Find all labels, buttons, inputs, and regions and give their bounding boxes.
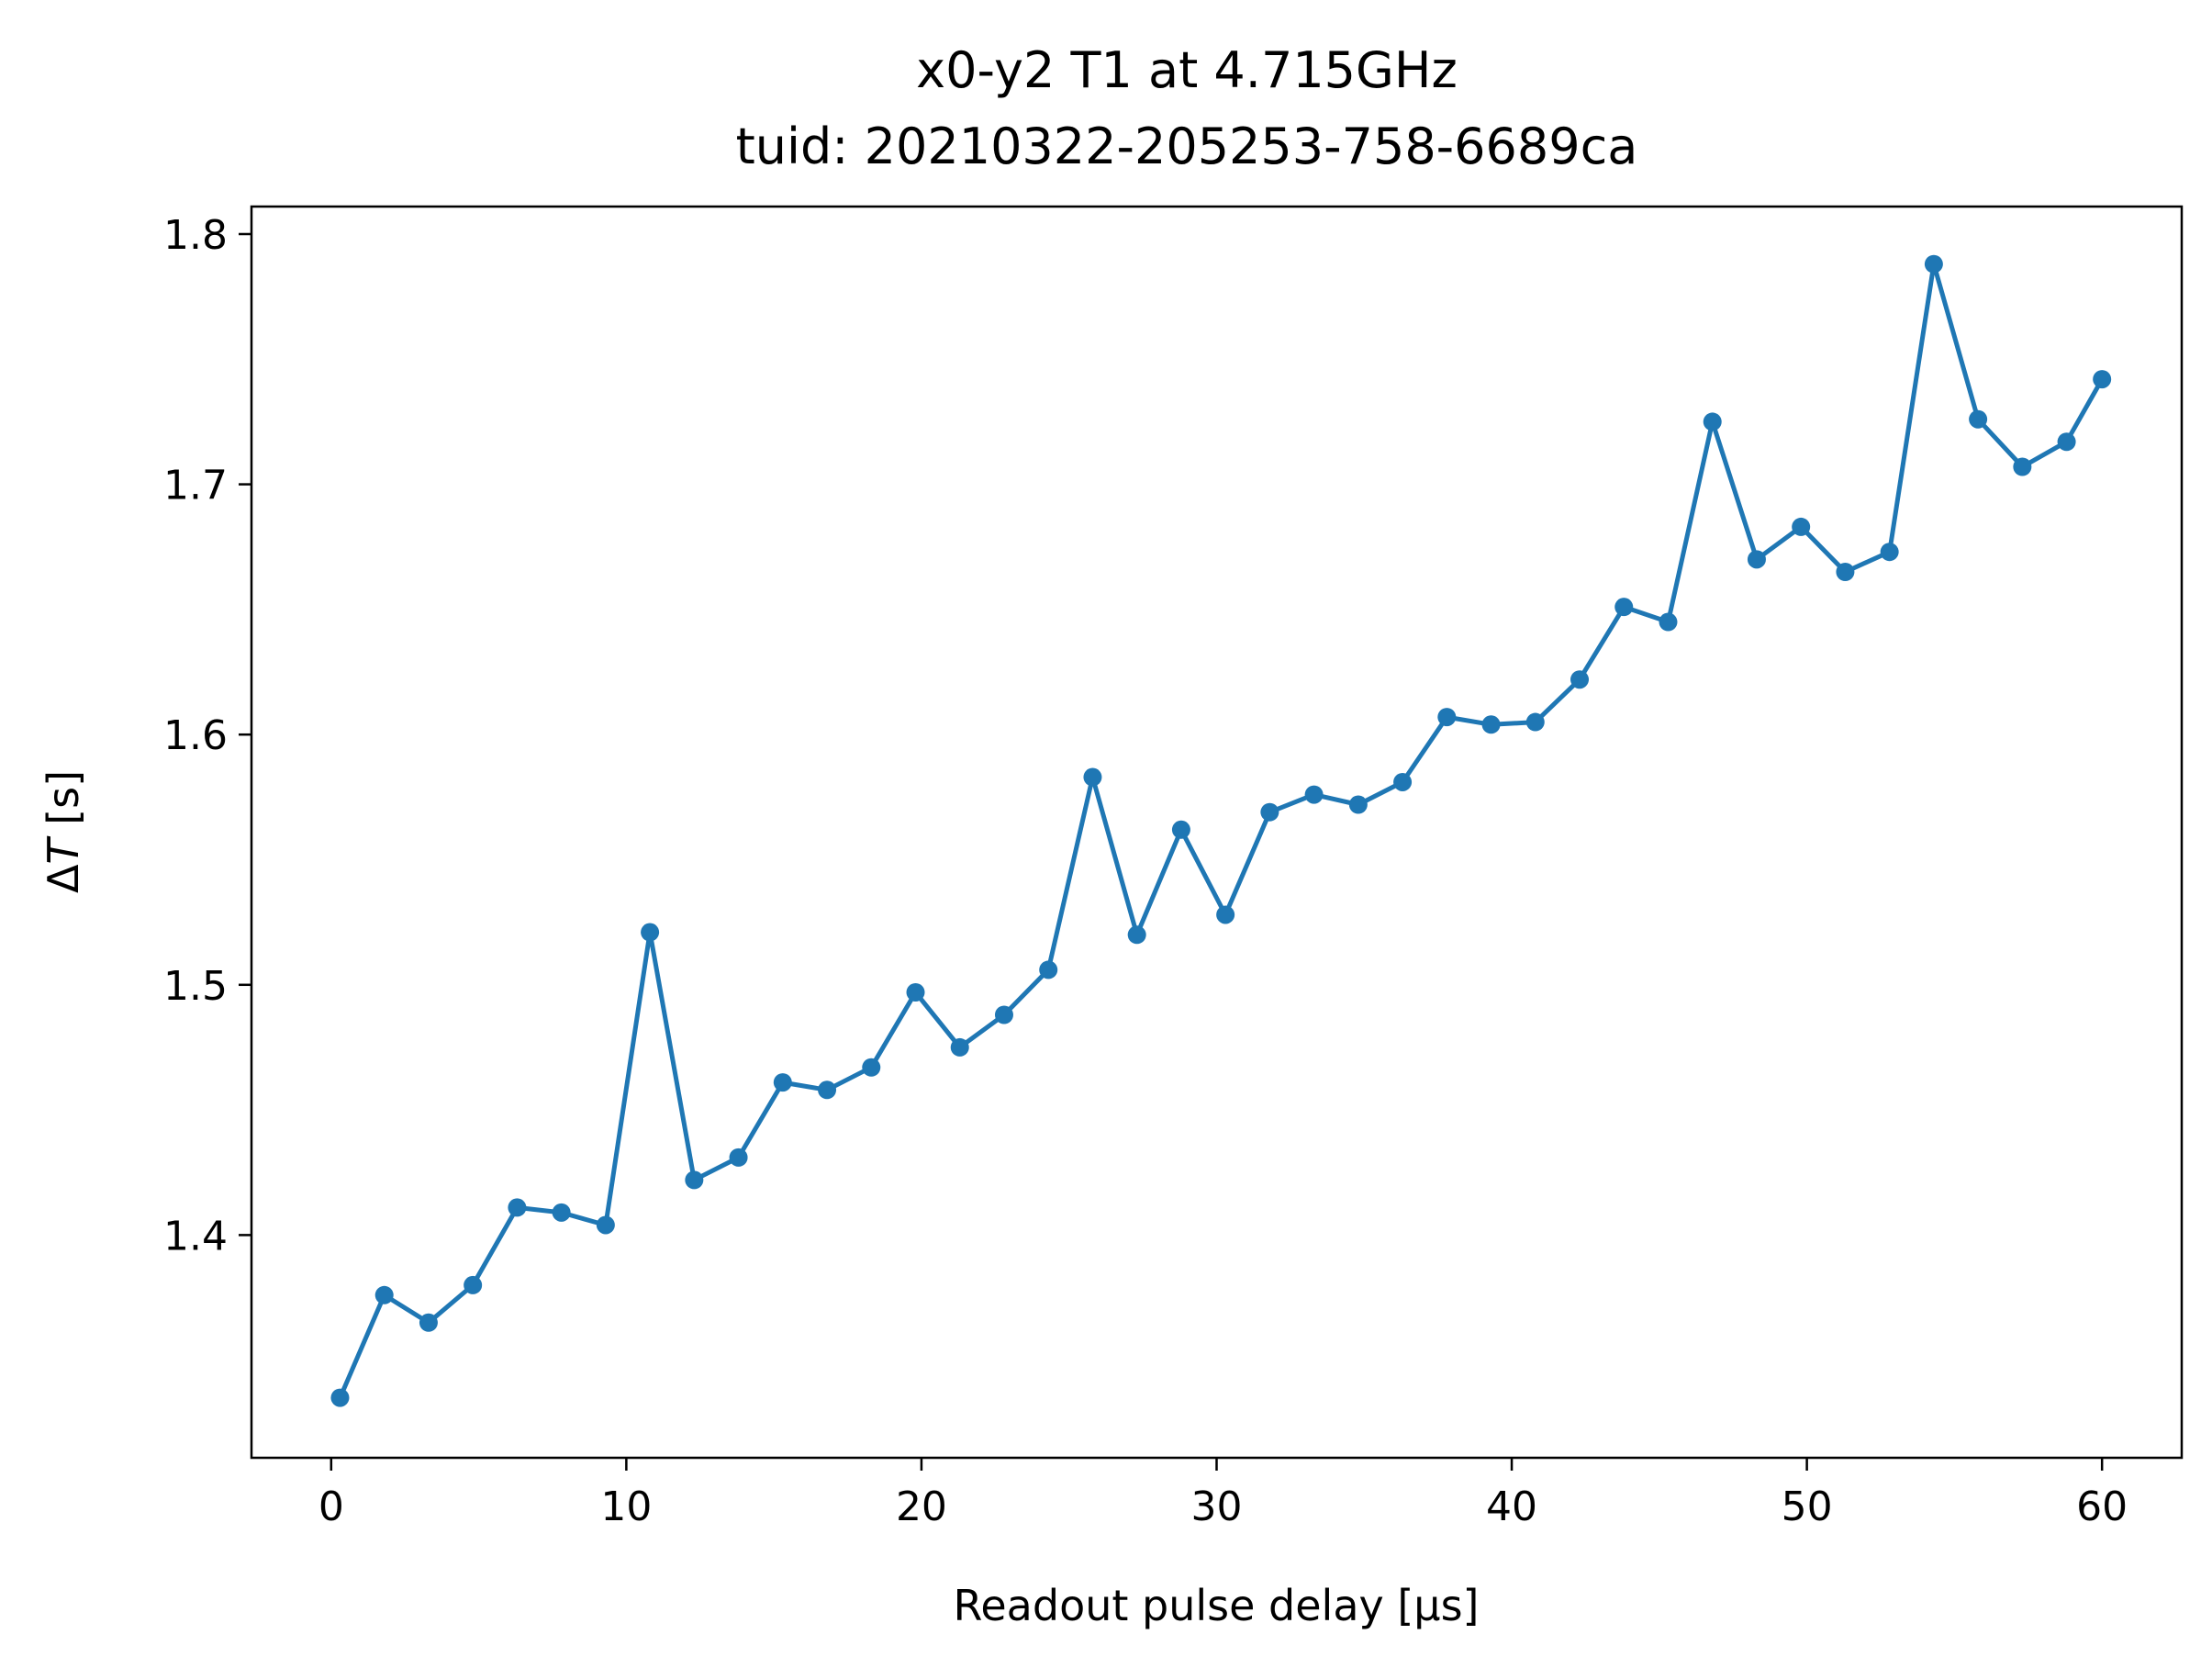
y-tick-label: 1.5 — [163, 963, 228, 1010]
data-point — [1703, 412, 1722, 431]
data-point — [1304, 785, 1324, 804]
data-point — [1747, 550, 1766, 569]
y-tick-label: 1.7 — [163, 463, 228, 509]
y-axis-label: ΔT [s] — [39, 770, 88, 893]
data-point — [729, 1147, 748, 1167]
data-point — [2093, 370, 2112, 389]
x-tick-label: 10 — [600, 1483, 652, 1530]
x-tick-label: 0 — [318, 1483, 344, 1530]
data-point — [552, 1203, 571, 1222]
data-point — [1525, 712, 1545, 732]
data-point — [1836, 562, 1855, 581]
x-tick-label: 50 — [1782, 1483, 1833, 1530]
x-tick-label: 20 — [896, 1483, 947, 1530]
y-tick-label: 1.8 — [163, 212, 228, 259]
data-point — [1659, 612, 1678, 632]
data-point — [1969, 409, 1988, 429]
data-point — [1083, 767, 1102, 787]
data-point — [1216, 905, 1235, 924]
x-tick-label: 60 — [2076, 1483, 2128, 1530]
data-point — [374, 1285, 394, 1304]
data-point — [2057, 432, 2076, 452]
chart-subtitle: tuid: 20210322-205253-758-6689ca — [736, 118, 1638, 175]
data-point — [862, 1058, 881, 1077]
y-axis: 1.4 1.5 1.6 1.7 1.8 — [163, 212, 251, 1259]
x-tick-label: 40 — [1486, 1483, 1537, 1530]
data-point — [1880, 543, 1899, 562]
data-point — [1924, 254, 1943, 274]
data-point — [330, 1388, 350, 1407]
plot-frame — [250, 205, 2184, 1460]
x-tick-label: 30 — [1191, 1483, 1243, 1530]
y-tick-label: 1.6 — [163, 712, 228, 759]
data-point — [1348, 795, 1368, 814]
data-point — [641, 923, 660, 942]
data-point — [950, 1037, 969, 1057]
data-point — [596, 1215, 615, 1235]
y-tick-label: 1.4 — [163, 1213, 228, 1259]
data-point — [2013, 457, 2032, 476]
data-point — [818, 1080, 837, 1100]
data-point — [1127, 925, 1146, 945]
data-point — [1481, 715, 1501, 734]
data-point — [994, 1005, 1013, 1024]
data-point — [1039, 960, 1058, 980]
data-point — [906, 982, 925, 1002]
x-axis-label: Readout pulse delay [μs] — [953, 1581, 1479, 1630]
data-point — [419, 1313, 438, 1332]
data-point — [1171, 820, 1190, 839]
data-point — [1260, 802, 1279, 822]
data-point — [1393, 772, 1413, 791]
data-point — [773, 1073, 792, 1092]
data-point — [1792, 517, 1811, 536]
plot-marks — [330, 254, 2112, 1407]
data-point — [508, 1198, 527, 1217]
chart-title: x0-y2 T1 at 4.715GHz — [916, 41, 1458, 99]
data-point — [1614, 598, 1634, 617]
data-point — [685, 1170, 704, 1190]
data-point — [1570, 670, 1590, 689]
data-point — [464, 1275, 483, 1294]
data-point — [1437, 708, 1457, 727]
x-axis: 0 10 20 30 40 50 60 — [318, 1458, 2128, 1530]
